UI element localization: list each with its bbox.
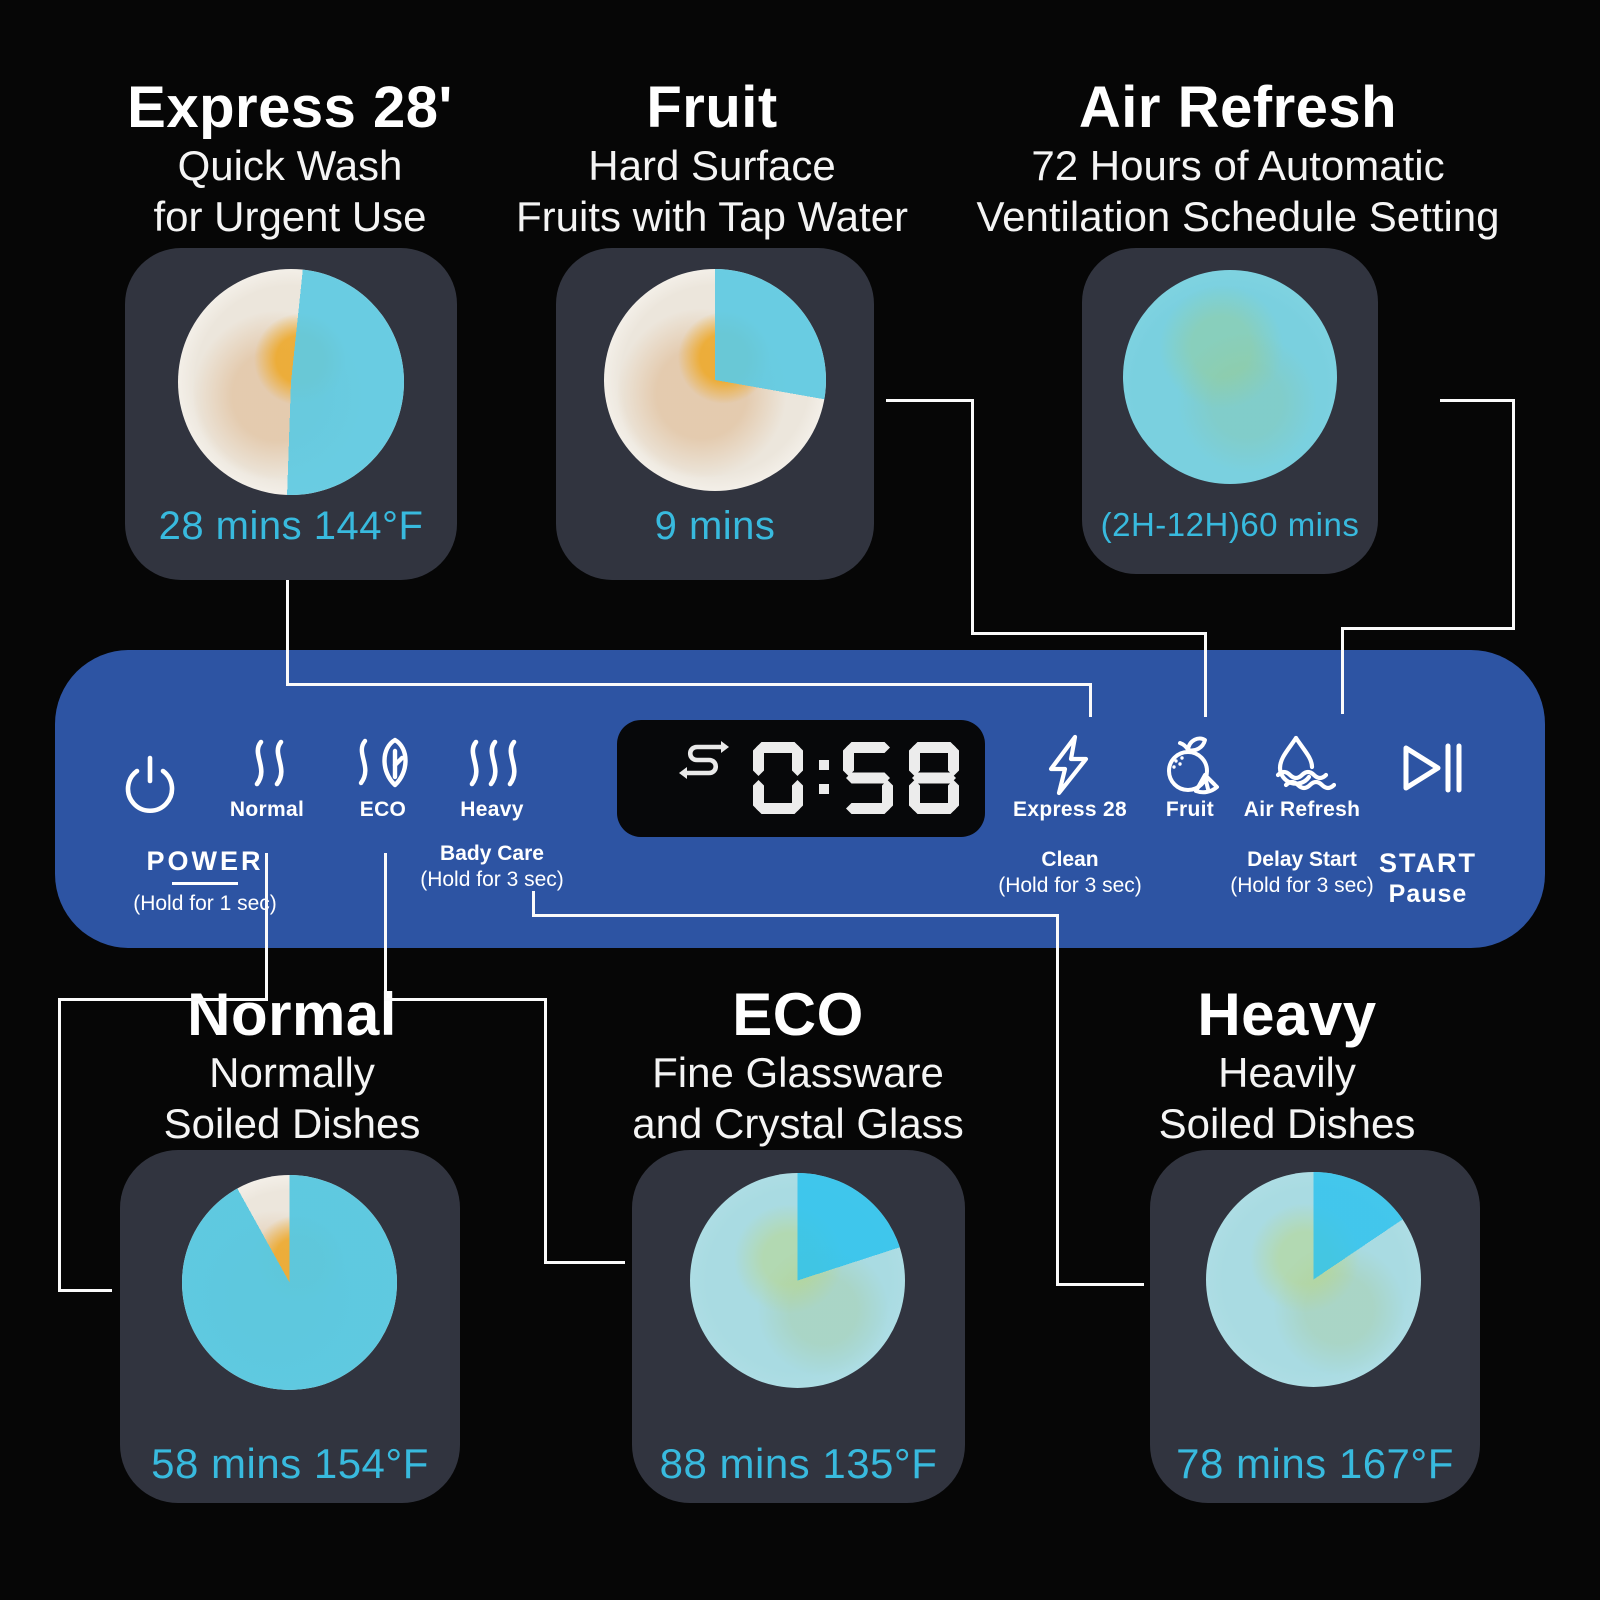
power-icon[interactable] — [118, 750, 182, 814]
heavy-subtitle-line2: Soiled Dishes — [1158, 1100, 1416, 1147]
express-28-button-label[interactable]: Express 28 — [1013, 798, 1127, 821]
clean-hold-label: (Hold for 3 sec) — [998, 874, 1142, 897]
express-plate-image — [178, 269, 404, 495]
body-care-label[interactable]: Bady Care — [440, 842, 544, 865]
connector-air-refresh — [1341, 627, 1344, 714]
eco-subtitle-line1: Fine Glassware — [652, 1049, 944, 1096]
connector-express — [1089, 683, 1092, 717]
heavy-header: Heavy Heavily Soiled Dishes — [967, 983, 1600, 1149]
connector-air-refresh — [1440, 399, 1515, 402]
steam-three-waves-icon[interactable] — [463, 738, 523, 788]
connector-air-refresh — [1512, 399, 1515, 630]
heavy-plate-image — [1206, 1172, 1421, 1387]
fruit-plate-image — [604, 269, 826, 491]
power-label: POWER — [146, 846, 264, 876]
express-subtitle-line1: Quick Wash — [177, 142, 403, 189]
fruit-caption: 9 mins — [654, 504, 776, 548]
delay-start-hold-label: (Hold for 3 sec) — [1230, 874, 1374, 897]
fruit-header: Fruit Hard Surface Fruits with Tap Water — [392, 76, 1032, 242]
express-caption: 28 mins 144°F — [158, 504, 424, 548]
eco-subtitle-line2: and Crystal Glass — [632, 1100, 964, 1147]
s-shaped-arrow-icon — [684, 744, 724, 776]
lightning-bolt-icon[interactable] — [1042, 733, 1098, 797]
connector-heavy — [532, 914, 1059, 917]
eco-title: ECO — [732, 981, 864, 1048]
connector-normal — [58, 998, 268, 1001]
power-hold-label: (Hold for 1 sec) — [133, 892, 277, 915]
air-refresh-header: Air Refresh 72 Hours of Automatic Ventil… — [918, 76, 1558, 242]
connector-eco — [544, 1261, 625, 1264]
express-card: 28 mins 144°F — [125, 248, 457, 580]
water-drop-waves-icon[interactable] — [1270, 734, 1336, 794]
express-title: Express 28' — [127, 75, 453, 140]
fruit-subtitle-line2: Fruits with Tap Water — [515, 193, 909, 240]
air-refresh-card: (2H-12H)60 mins — [1082, 248, 1378, 574]
heavy-title: Heavy — [1197, 981, 1377, 1048]
connector-air-refresh — [1341, 627, 1515, 630]
normal-caption: 58 mins 154°F — [151, 1440, 429, 1487]
normal-title: Normal — [187, 981, 397, 1048]
connector-heavy — [1056, 1283, 1144, 1286]
connector-fruit — [1204, 632, 1207, 717]
connector-eco — [544, 998, 547, 1264]
connector-fruit — [886, 399, 974, 402]
control-panel: POWER (Hold for 1 sec) Normal ECO — [55, 650, 1545, 948]
normal-header: Normal Normally Soiled Dishes — [0, 983, 612, 1149]
pause-label: Pause — [1388, 880, 1468, 908]
fruit-title: Fruit — [646, 75, 778, 140]
clean-label: Clean — [1041, 848, 1099, 871]
normal-plate-image — [182, 1175, 397, 1390]
eco-caption: 88 mins 135°F — [659, 1440, 938, 1487]
air-refresh-subtitle-line1: 72 Hours of Automatic — [1031, 142, 1445, 189]
connector-eco — [384, 853, 387, 1001]
heavy-button-label[interactable]: Heavy — [460, 798, 524, 821]
heavy-card: 78 mins 167°F — [1150, 1150, 1480, 1503]
timer-display — [617, 720, 985, 837]
connector-eco — [384, 998, 547, 1001]
air-refresh-caption: (2H-12H)60 mins — [1100, 506, 1360, 543]
connector-fruit — [971, 399, 974, 635]
eco-button-label[interactable]: ECO — [359, 798, 407, 821]
connector-express — [286, 580, 289, 686]
normal-subtitle-line1: Normally — [209, 1049, 375, 1096]
air-refresh-button-label[interactable]: Air Refresh — [1243, 798, 1361, 821]
arrowhead — [721, 741, 729, 753]
eco-card: 88 mins 135°F — [632, 1150, 965, 1503]
air-refresh-plate-image — [1123, 270, 1337, 484]
connector-normal — [58, 998, 61, 1292]
heavy-subtitle-line1: Heavily — [1218, 1049, 1356, 1096]
connector-normal — [265, 853, 268, 1001]
fruit-subtitle-line1: Hard Surface — [588, 142, 836, 189]
start-label: START — [1379, 848, 1477, 878]
body-care-hold-label: (Hold for 3 sec) — [420, 868, 564, 891]
express-subtitle-line2: for Urgent Use — [153, 193, 427, 240]
heavy-caption: 78 mins 167°F — [1176, 1440, 1454, 1487]
normal-card: 58 mins 154°F — [120, 1150, 460, 1503]
arrowhead — [679, 767, 687, 779]
fruit-button-label[interactable]: Fruit — [1165, 798, 1215, 821]
leaf-steam-icon[interactable] — [353, 737, 415, 789]
steam-two-waves-icon[interactable] — [247, 738, 287, 788]
power-underline — [172, 882, 238, 885]
eco-header: ECO Fine Glassware and Crystal Glass — [478, 983, 1118, 1149]
connector-normal — [58, 1289, 112, 1292]
air-refresh-title: Air Refresh — [1078, 75, 1398, 140]
normal-button-label[interactable]: Normal — [229, 798, 305, 821]
delay-start-label: Delay Start — [1247, 848, 1357, 871]
air-refresh-subtitle-line2: Ventilation Schedule Setting — [976, 193, 1500, 240]
express-header: Express 28' Quick Wash for Urgent Use — [0, 76, 610, 242]
connector-heavy — [532, 891, 535, 917]
fruit-card: 9 mins — [556, 248, 874, 580]
connector-fruit — [971, 632, 1207, 635]
connector-heavy — [1056, 914, 1059, 1286]
orange-fruit-icon[interactable] — [1158, 731, 1222, 797]
play-pause-icon[interactable] — [1390, 736, 1466, 800]
normal-subtitle-line2: Soiled Dishes — [163, 1100, 421, 1147]
connector-express — [286, 683, 1092, 686]
eco-plate-image — [690, 1173, 905, 1388]
